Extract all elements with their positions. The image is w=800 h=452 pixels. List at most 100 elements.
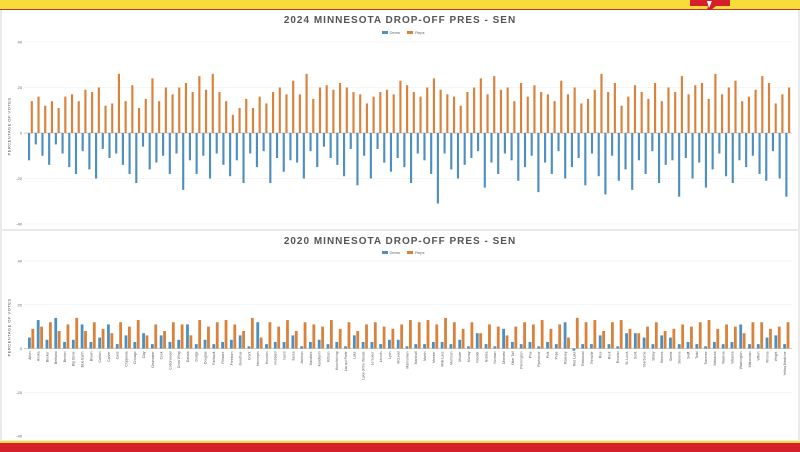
bar-dems [28,337,31,349]
bar-dems [778,133,781,179]
bar-reps [707,320,711,349]
chart-2024-legend: Dems Reps [2,30,798,35]
bar-reps [151,78,154,133]
bar-reps [406,85,409,133]
bar-dems [247,346,251,349]
bar-reps [294,331,298,349]
bar-dems [95,133,98,179]
bar-reps [101,328,105,349]
bar-reps [593,320,597,349]
x-tick-label: Kittson [326,351,330,361]
bar-reps [325,85,328,133]
bar-reps [786,322,790,349]
bar-reps [184,82,188,133]
legend-swatch-reps [407,31,414,35]
bar-dems [235,133,238,161]
bar-reps [198,320,202,349]
bar-reps [84,89,87,133]
bar-reps [204,89,208,133]
bar-dems [503,133,506,154]
bar-dems [396,133,399,159]
bar-reps [164,87,167,133]
x-tick-label: Traverse [704,351,708,364]
legend-label-dems: Dems [389,30,400,35]
x-tick-label: Morrison [449,351,453,364]
bar-dems [135,133,138,184]
bar-dems [633,333,637,349]
bar-dems [564,133,567,179]
x-tick-label: Murray [467,351,471,362]
bar-dems [607,344,611,349]
y-tick-label: 20 [18,85,23,90]
x-tick-label: Redwood [581,351,585,365]
bar-dems [352,335,356,349]
bar-dems [497,133,500,174]
bar-dems [370,341,374,349]
bar-reps [654,322,658,349]
x-tick-label: Stevens [678,351,682,364]
legend-swatch-reps [407,251,414,255]
bar-reps [338,328,342,349]
bar-dems [463,133,466,165]
bar-reps [496,326,500,349]
bar-dems [493,346,497,349]
bar-dems [142,333,145,349]
bar-reps [714,73,717,133]
x-tick-label: Crow Wing [177,351,181,368]
bar-reps [191,92,194,133]
bar-reps [92,322,96,349]
bar-reps [725,324,728,349]
bar-dems [616,346,620,349]
bar-reps [716,328,720,349]
bar-dems [449,344,453,349]
chart-2020-panel: 2020 MINNESOTA DROP-OFF PRES - SEN Dems … [2,231,798,440]
bar-dems [604,133,607,195]
bar-reps [426,87,429,133]
bar-reps [225,101,228,133]
bar-dems [349,133,352,149]
chart-2020-legend: Dems Reps [2,250,798,255]
bar-dems [81,133,84,152]
bar-dems [203,339,207,349]
x-tick-label: Olmsted [502,351,506,364]
x-tick-label: Waseca [730,351,734,363]
x-tick-label: Swift [686,351,690,358]
bar-dems [598,335,602,349]
x-tick-label: Anoka [37,351,41,361]
chart-2020-plot: -40 -20 0 20 40 Aitkin Anoka Becker Beltrami Bent… [16,259,792,439]
bar-dems [483,133,486,188]
bar-reps [519,82,523,133]
bar-dems [48,133,51,165]
bar-dems [74,133,78,174]
bar-dems [383,133,386,163]
x-tick-label: Steele [669,351,673,361]
bar-reps [128,326,131,349]
x-tick-label: Otter Tail [511,351,515,365]
bar-reps [417,322,421,349]
bar-dems [416,133,419,154]
bar-dems [405,346,409,349]
bar-dems [317,339,321,349]
bar-dems [590,344,593,349]
x-tick-label: Kandiyohi [318,351,322,366]
bar-dems [89,341,93,349]
bar-dems [342,133,346,177]
bar-dems [477,133,480,152]
bar-dems [159,335,163,349]
bar-dems [523,133,527,168]
bar-reps [769,328,772,349]
bar-reps [514,326,518,349]
bar-dems [256,322,260,349]
bar-dems [577,133,580,159]
bar-reps [233,324,237,349]
bar-reps [392,94,395,133]
bar-dems [54,317,58,349]
bar-reps [628,328,632,349]
bar-reps [486,94,489,133]
x-tick-label: Norman [493,351,497,363]
bar-dems [597,133,600,177]
bar-reps [680,76,683,133]
bar-dems [765,337,769,349]
bar-dems [410,133,413,184]
bar-reps [171,94,174,133]
